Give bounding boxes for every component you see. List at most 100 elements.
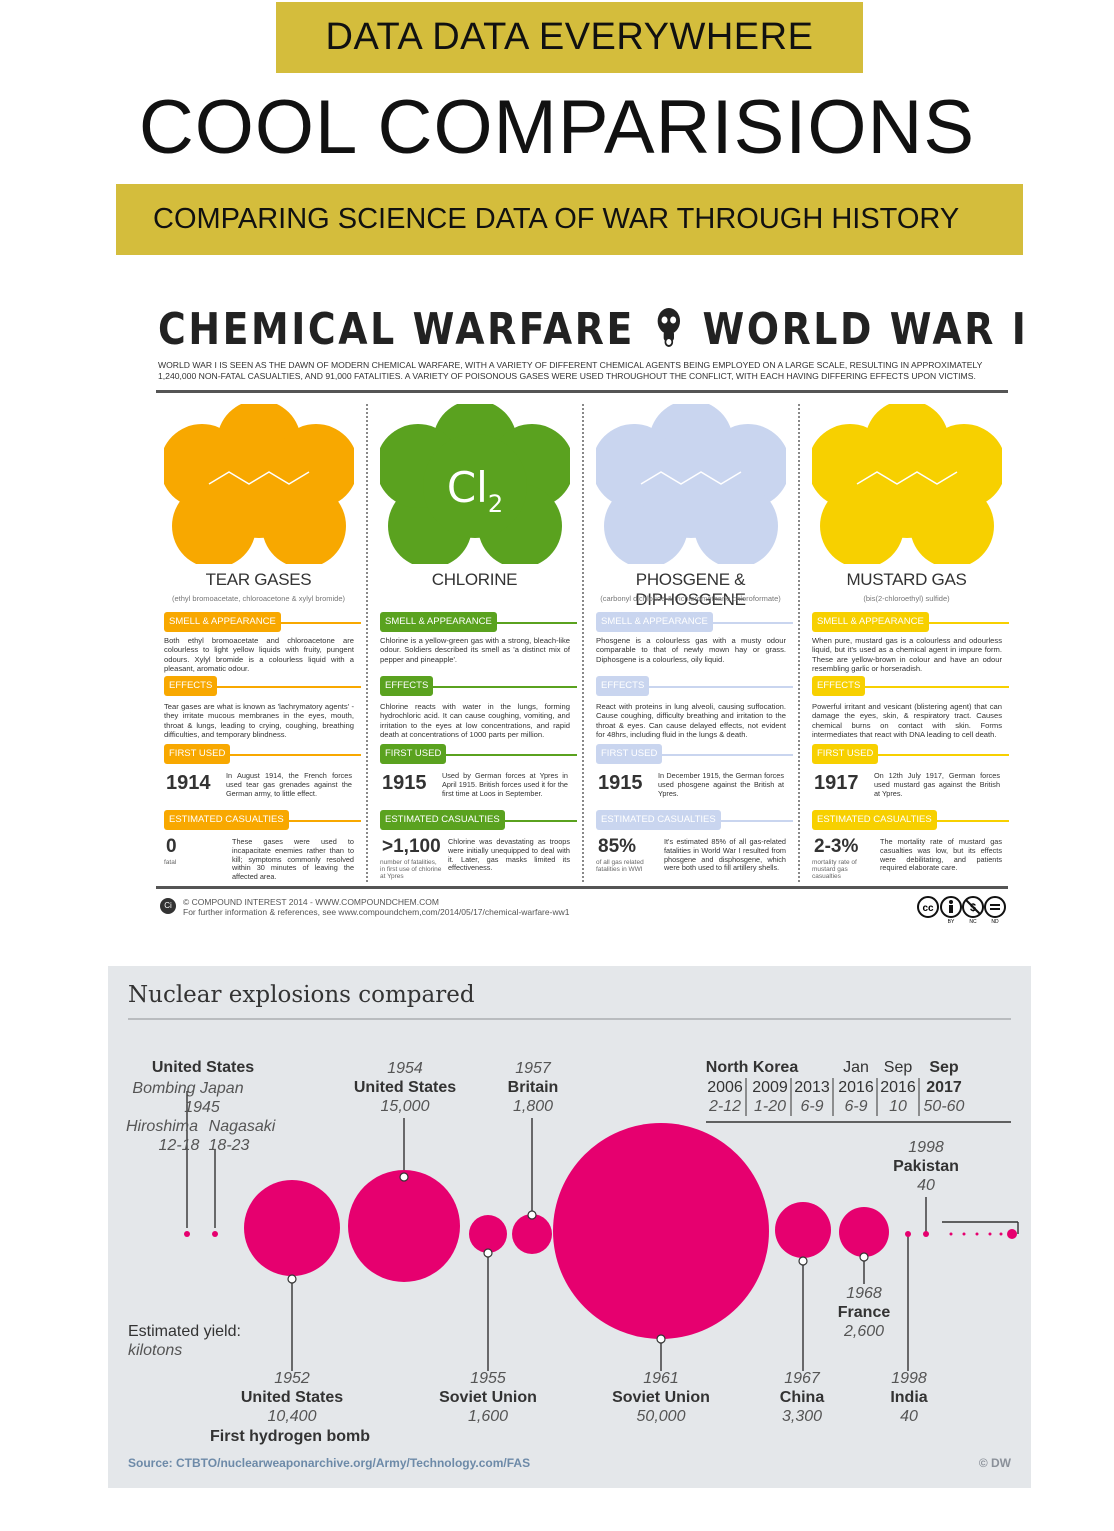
agent-name: PHOSGENE & DIPHOSGENE bbox=[635, 570, 746, 609]
label-year: 1945 bbox=[184, 1099, 220, 1116]
agent-name: TEAR GASES bbox=[205, 570, 312, 589]
first-used-year: 1915 bbox=[598, 772, 643, 794]
title-right: WORLD WAR I bbox=[702, 304, 1029, 355]
bubble-nagasaki-1945 bbox=[212, 1231, 218, 1237]
label-country: Pakistan bbox=[893, 1158, 959, 1175]
effects-text: Chlorine reacts with water in the lungs,… bbox=[380, 702, 570, 739]
divider bbox=[156, 390, 1008, 393]
nuclear-explosions-chart: Nuclear explosions compared United State… bbox=[108, 966, 1031, 1488]
casualty-note: number of fatalities, in first use of ch… bbox=[380, 859, 442, 880]
anchor-dot bbox=[399, 1172, 409, 1182]
section-line bbox=[164, 686, 361, 688]
nk-yield: 2-12 bbox=[708, 1098, 741, 1115]
section-header: ESTIMATED CASUALTIES bbox=[164, 810, 361, 830]
agent-name: CHLORINE bbox=[431, 570, 518, 589]
smell-text: Phosgene is a colourless gas with a must… bbox=[596, 636, 786, 664]
label-year: 1968 bbox=[846, 1285, 882, 1302]
label-year: 1961 bbox=[643, 1370, 679, 1387]
bubble-north-korea-2017 bbox=[1007, 1229, 1017, 1239]
title-left: CHEMICAL WARFARE bbox=[158, 304, 635, 355]
section-line bbox=[164, 754, 361, 756]
divider bbox=[128, 1018, 1011, 1020]
section-header: EFFECTS bbox=[380, 676, 577, 696]
divider bbox=[156, 886, 1008, 889]
casualty-stat: >1,100 bbox=[382, 836, 441, 857]
nk-year: 2017 bbox=[926, 1079, 962, 1096]
infographic-title: CHEMICAL WARFARE WORLD WAR I bbox=[158, 304, 1028, 358]
casualty-note: of all gas related fatalities in WWI bbox=[596, 859, 644, 873]
casualty-stat: 85% bbox=[598, 836, 637, 857]
bubble-hiroshima-1945 bbox=[184, 1231, 190, 1237]
label-country: United States bbox=[354, 1079, 456, 1096]
section-header: SMELL & APPEARANCE bbox=[812, 612, 1009, 632]
section-line bbox=[812, 754, 1009, 756]
section-header: ESTIMATED CASUALTIES bbox=[812, 810, 1009, 830]
effects-text: React with proteins in lung alveoli, cau… bbox=[596, 702, 786, 739]
first-used-year: 1917 bbox=[814, 772, 859, 794]
section-tag: FIRST USED bbox=[812, 744, 879, 764]
anchor-dot bbox=[798, 1256, 808, 1266]
section-tag: SMELL & APPEARANCE bbox=[164, 612, 281, 632]
first-used-text: In December 1915, the German forces used… bbox=[658, 771, 784, 798]
effects-text: Tear gases are what is known as 'lachrym… bbox=[164, 702, 354, 739]
smell-text: When pure, mustard gas is a colourless a… bbox=[812, 636, 1002, 673]
bubble-us-1954 bbox=[348, 1170, 460, 1282]
section-tag: SMELL & APPEARANCE bbox=[812, 612, 929, 632]
bubble-north-korea bbox=[949, 1232, 953, 1236]
molecule-flower-icon: Cl2 bbox=[376, 400, 574, 568]
section-tag: ESTIMATED CASUALTIES bbox=[812, 810, 937, 830]
nk-yield: 6-9 bbox=[800, 1098, 823, 1115]
label-yield: 50,000 bbox=[637, 1408, 686, 1425]
first-used-year: 1914 bbox=[166, 772, 211, 794]
agent-column: MUSTARD GAS (bis(2-chloroethyl) sulfide) S… bbox=[804, 400, 1009, 884]
yield-label: Estimated yield: bbox=[128, 1323, 241, 1340]
section-line bbox=[380, 754, 577, 756]
yield-unit: kilotons bbox=[128, 1342, 182, 1359]
casualty-stat: 0 bbox=[166, 836, 177, 857]
anchor-dot bbox=[483, 1248, 493, 1258]
bubble-soviet-1961 bbox=[553, 1123, 769, 1339]
smell-text: Both ethyl bromoacetate and chloroaceton… bbox=[164, 636, 354, 673]
section-header: SMELL & APPEARANCE bbox=[380, 612, 577, 632]
anchor-dot bbox=[527, 1210, 537, 1220]
section-line bbox=[812, 686, 1009, 688]
bubble-france-1968 bbox=[839, 1207, 889, 1257]
bubble-north-korea bbox=[975, 1232, 979, 1236]
credit-line: For further information & references, se… bbox=[183, 907, 570, 917]
casualty-text: The mortality rate of mustard gas casual… bbox=[880, 837, 1002, 873]
bubble-north-korea bbox=[962, 1232, 966, 1236]
label-yield: 1,600 bbox=[468, 1408, 508, 1425]
label-year: 1998 bbox=[891, 1370, 927, 1387]
label-yield: 10,400 bbox=[268, 1408, 317, 1425]
bubble-britain-1957 bbox=[512, 1214, 552, 1254]
label-country: Soviet Union bbox=[439, 1389, 537, 1406]
section-tag: SMELL & APPEARANCE bbox=[596, 612, 713, 632]
page-title: COOL COMPARISIONS bbox=[138, 85, 976, 170]
agent-subtitle: (carbonyl dichloride & trichloromethane … bbox=[600, 594, 781, 603]
bubble-india-1998 bbox=[905, 1231, 911, 1237]
smell-text: Chlorine is a yellow-green gas with a st… bbox=[380, 636, 570, 664]
section-tag: EFFECTS bbox=[380, 676, 434, 696]
banner-text: DATA DATA EVERYWHERE bbox=[325, 16, 814, 58]
section-tag: ESTIMATED CASUALTIES bbox=[596, 810, 721, 830]
credit-line: © COMPOUND INTEREST 2014 - WWW.COMPOUNDC… bbox=[183, 897, 439, 907]
section-header: EFFECTS bbox=[596, 676, 793, 696]
bubble-north-korea bbox=[988, 1232, 992, 1236]
bubble-us-1952 bbox=[244, 1180, 340, 1276]
top-banner: DATA DATA EVERYWHERE bbox=[276, 2, 863, 73]
label-country: Britain bbox=[508, 1079, 559, 1096]
section-header: FIRST USED bbox=[164, 744, 361, 764]
subtitle-banner: COMPARING SCIENCE DATA OF WAR THROUGH HI… bbox=[116, 184, 1023, 255]
section-line bbox=[596, 754, 793, 756]
label-country: United States bbox=[152, 1059, 254, 1076]
nk-yield: 1-20 bbox=[754, 1098, 786, 1115]
column-separator bbox=[582, 404, 584, 882]
section-header: ESTIMATED CASUALTIES bbox=[380, 810, 577, 830]
bubble-north-korea bbox=[999, 1232, 1003, 1236]
svg-text:cc: cc bbox=[922, 903, 934, 914]
casualty-text: Chlorine was devastating as troops were … bbox=[448, 837, 570, 873]
column-separator bbox=[366, 404, 368, 882]
agent-column: Cl2 CHLORINE SMELL & APPEARANCE EFFECTS FIRS… bbox=[372, 400, 577, 884]
agent-column: TEAR GASES (ethyl bromoacetate, chloroace… bbox=[156, 400, 361, 884]
intro-text: World War I is seen as the dawn of moder… bbox=[158, 360, 983, 381]
